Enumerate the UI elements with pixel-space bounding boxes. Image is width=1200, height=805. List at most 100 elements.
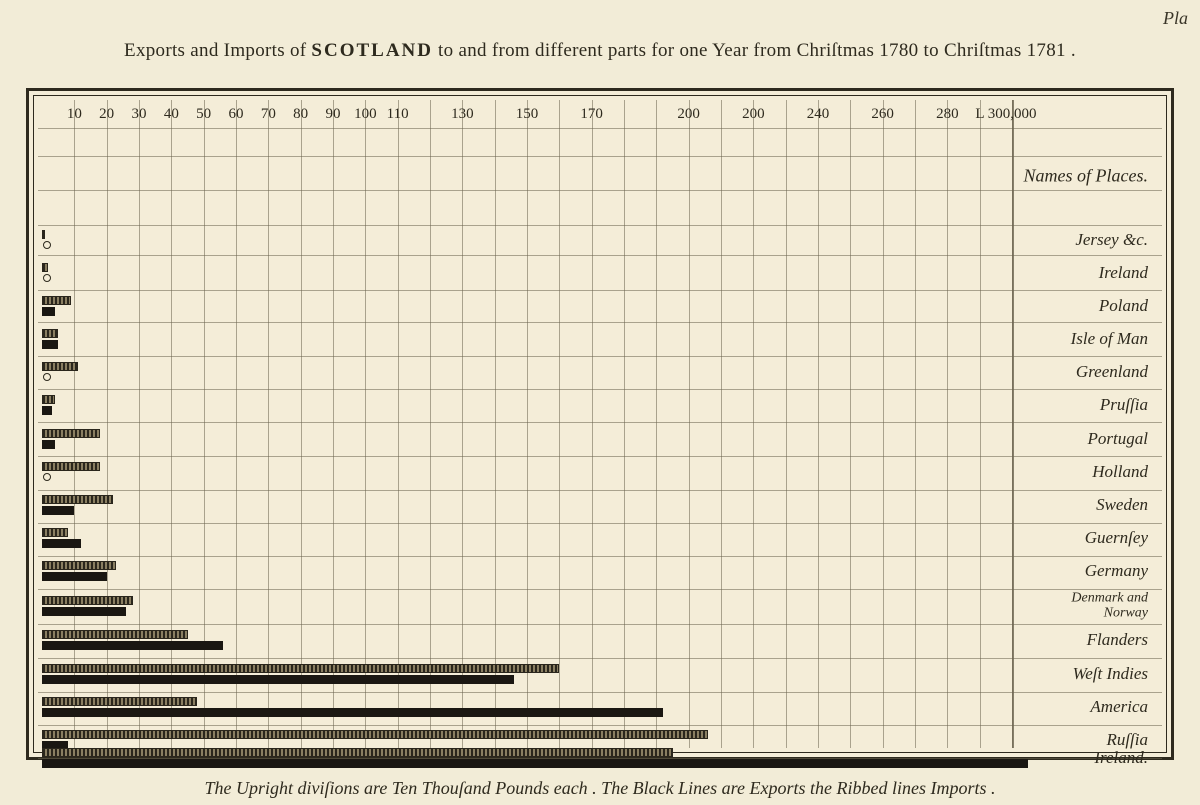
gridline-horizontal: [38, 490, 1162, 491]
gridline-horizontal: [38, 322, 1162, 323]
gridline-vertical: [268, 100, 269, 748]
gridline-vertical: [398, 100, 399, 748]
gridline-horizontal: [38, 190, 1162, 191]
x-axis-tick-label: 170: [580, 106, 603, 123]
export-bar: [42, 340, 58, 349]
gridline-horizontal: [38, 422, 1162, 423]
gridline-vertical: [656, 100, 657, 748]
gridline-vertical: [818, 100, 819, 748]
place-label: Denmark andNorway: [1071, 591, 1148, 620]
chart-frame: 1020304050607080901001101301501702002002…: [26, 88, 1174, 760]
gridline-vertical: [365, 100, 366, 748]
x-axis-end-label: L 300,000: [975, 106, 1036, 123]
x-axis-tick-label: 10: [67, 106, 82, 123]
place-label: Weſt Indies: [1073, 665, 1148, 683]
gridline-vertical: [107, 100, 108, 748]
gridline-vertical: [527, 100, 528, 748]
zero-marker-icon: [43, 373, 51, 381]
gridline-vertical: [74, 100, 75, 748]
export-bar: [42, 572, 107, 581]
import-bar: [42, 329, 58, 338]
gridline-vertical: [559, 100, 560, 748]
zero-marker-icon: [43, 473, 51, 481]
gridline-vertical: [333, 100, 334, 748]
gridline-vertical: [139, 100, 140, 748]
x-axis-tick-label: 280: [936, 106, 959, 123]
x-axis-tick-label: 130: [451, 106, 474, 123]
place-label: Greenland: [1076, 363, 1148, 381]
place-label: Germany: [1085, 562, 1148, 580]
chart-inner: 1020304050607080901001101301501702002002…: [33, 95, 1167, 753]
import-bar: [42, 296, 71, 305]
x-axis-tick-label: 60: [229, 106, 244, 123]
gridline-horizontal: [38, 556, 1162, 557]
gridline-horizontal: [38, 356, 1162, 357]
import-bar: [42, 395, 55, 404]
plate-label: Pla: [1163, 8, 1188, 29]
gridline-horizontal: [38, 658, 1162, 659]
title-bold: SCOTLAND: [311, 40, 433, 61]
x-axis-tick-label: 150: [516, 106, 539, 123]
gridline-vertical: [624, 100, 625, 748]
gridline-horizontal: [38, 692, 1162, 693]
gridline-vertical: [171, 100, 172, 748]
import-bar: [42, 596, 133, 605]
x-axis-tick-label: 50: [196, 106, 211, 123]
place-label: Poland: [1099, 297, 1148, 315]
x-axis-tick-label: 40: [164, 106, 179, 123]
plot-area: 1020304050607080901001101301501702002002…: [38, 100, 1162, 748]
x-axis-tick-label: 200: [677, 106, 700, 123]
gridline-horizontal: [38, 156, 1162, 157]
export-bar: [42, 675, 514, 684]
x-axis-tick-label: 200: [742, 106, 765, 123]
gridline-vertical: [204, 100, 205, 748]
export-bar: [42, 708, 663, 717]
export-bar: [42, 506, 74, 515]
gridline-vertical: [915, 100, 916, 748]
x-axis-tick-label: 30: [132, 106, 147, 123]
page-root: Pla Exports and Imports of SCOTLAND to a…: [0, 0, 1200, 805]
import-bar: [42, 630, 188, 639]
place-label: Flanders: [1087, 631, 1148, 649]
x-axis-tick-label: 240: [807, 106, 830, 123]
import-bar: [42, 462, 100, 471]
import-bar: [42, 748, 673, 757]
gridline-horizontal: [38, 290, 1162, 291]
gridline-vertical: [883, 100, 884, 748]
place-label: America: [1090, 698, 1148, 716]
export-bar: [42, 607, 126, 616]
place-label: Ireland: [1099, 264, 1148, 282]
zero-marker-icon: [43, 274, 51, 282]
import-bar: [42, 697, 197, 706]
place-label: Isle of Man: [1071, 330, 1148, 348]
import-bar: [42, 528, 68, 537]
gridline-vertical: [850, 100, 851, 748]
gridline-horizontal: [38, 589, 1162, 590]
gridline-horizontal: [38, 523, 1162, 524]
gridline-horizontal: [38, 624, 1162, 625]
gridline-vertical: [301, 100, 302, 748]
place-label: Pruſſia: [1100, 396, 1148, 414]
gridline-horizontal: [38, 456, 1162, 457]
import-bar: [42, 362, 78, 371]
x-axis-tick-label: 260: [871, 106, 894, 123]
import-bar: [42, 230, 45, 239]
export-bar: [42, 539, 81, 548]
export-bar: [42, 440, 55, 449]
place-label: Sweden: [1096, 496, 1148, 514]
place-label: Holland: [1092, 463, 1148, 481]
import-bar: [42, 730, 708, 739]
plot-right-border: [1012, 100, 1014, 748]
place-label: Jersey &c.: [1075, 231, 1148, 249]
import-bar: [42, 429, 100, 438]
chart-footnote: The Upright diviſions are Ten Thouſand P…: [0, 778, 1200, 799]
title-prefix: Exports and Imports of: [124, 40, 311, 61]
x-axis-tick-label: 20: [99, 106, 114, 123]
gridline-vertical: [689, 100, 690, 748]
zero-marker-icon: [43, 241, 51, 249]
export-bar: [42, 406, 52, 415]
title-suffix: to and from different parts for one Year…: [433, 40, 1076, 61]
gridline-vertical: [753, 100, 754, 748]
gridline-horizontal: [38, 255, 1162, 256]
gridline-vertical: [980, 100, 981, 748]
